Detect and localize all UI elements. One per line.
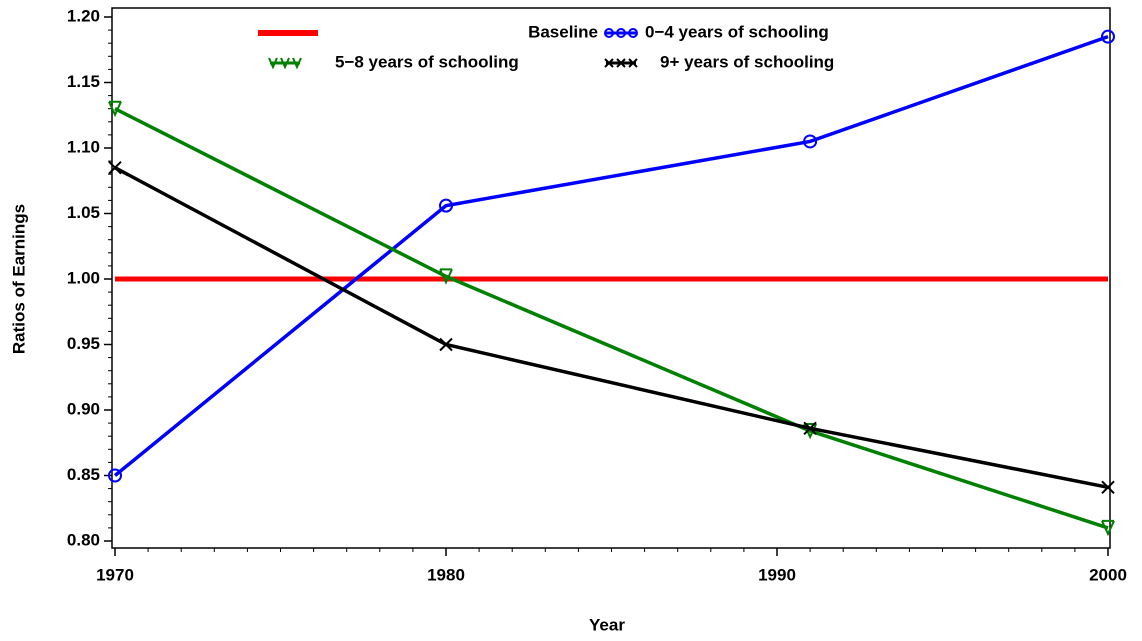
series-line [114, 107, 1109, 530]
y-tick-label: 0.90 [67, 399, 100, 418]
legend-marker [616, 28, 626, 38]
legend-marker [292, 57, 302, 70]
legend-marker [604, 28, 614, 38]
y-tick-label: 1.15 [67, 72, 100, 91]
series-line [113, 34, 1109, 477]
marker [439, 268, 453, 285]
y-tick-label: 0.85 [67, 465, 100, 484]
y-tick-label: 1.10 [67, 137, 100, 156]
legend-marker [628, 58, 638, 68]
legend-marker [268, 57, 278, 70]
marker [439, 198, 453, 213]
legend-marker [616, 58, 626, 68]
y-tick-label: 0.95 [67, 334, 100, 353]
legend-marker [628, 28, 638, 38]
y-tick-label: 1.00 [67, 268, 100, 287]
y-tick-label: 1.20 [67, 6, 100, 25]
marker [1101, 480, 1115, 494]
legend-label: 0−4 years of schooling [645, 22, 829, 41]
marker [108, 160, 122, 175]
legend-label: 9+ years of schooling [660, 52, 834, 71]
legend-label: 5−8 years of schooling [335, 52, 519, 71]
marker [108, 100, 122, 118]
legend-label: Baseline [528, 22, 598, 41]
x-tick-label: 1970 [96, 565, 134, 584]
y-tick-label: 0.80 [67, 530, 100, 549]
x-tick-label: 1990 [758, 565, 796, 584]
marker [108, 468, 122, 483]
marker [803, 134, 818, 149]
legend-marker [604, 58, 614, 68]
x-tick-label: 1980 [427, 565, 465, 584]
y-tick-label: 1.05 [67, 203, 100, 222]
y-axis-title: Ratios of Earnings [9, 204, 28, 354]
marker [439, 337, 453, 352]
x-axis-title: Year [589, 615, 625, 634]
marker [803, 421, 817, 436]
marker [1101, 519, 1115, 537]
series-line [114, 166, 1109, 490]
marker [1101, 29, 1115, 44]
x-tick-label: 2000 [1089, 565, 1127, 584]
legend-marker [280, 57, 290, 70]
